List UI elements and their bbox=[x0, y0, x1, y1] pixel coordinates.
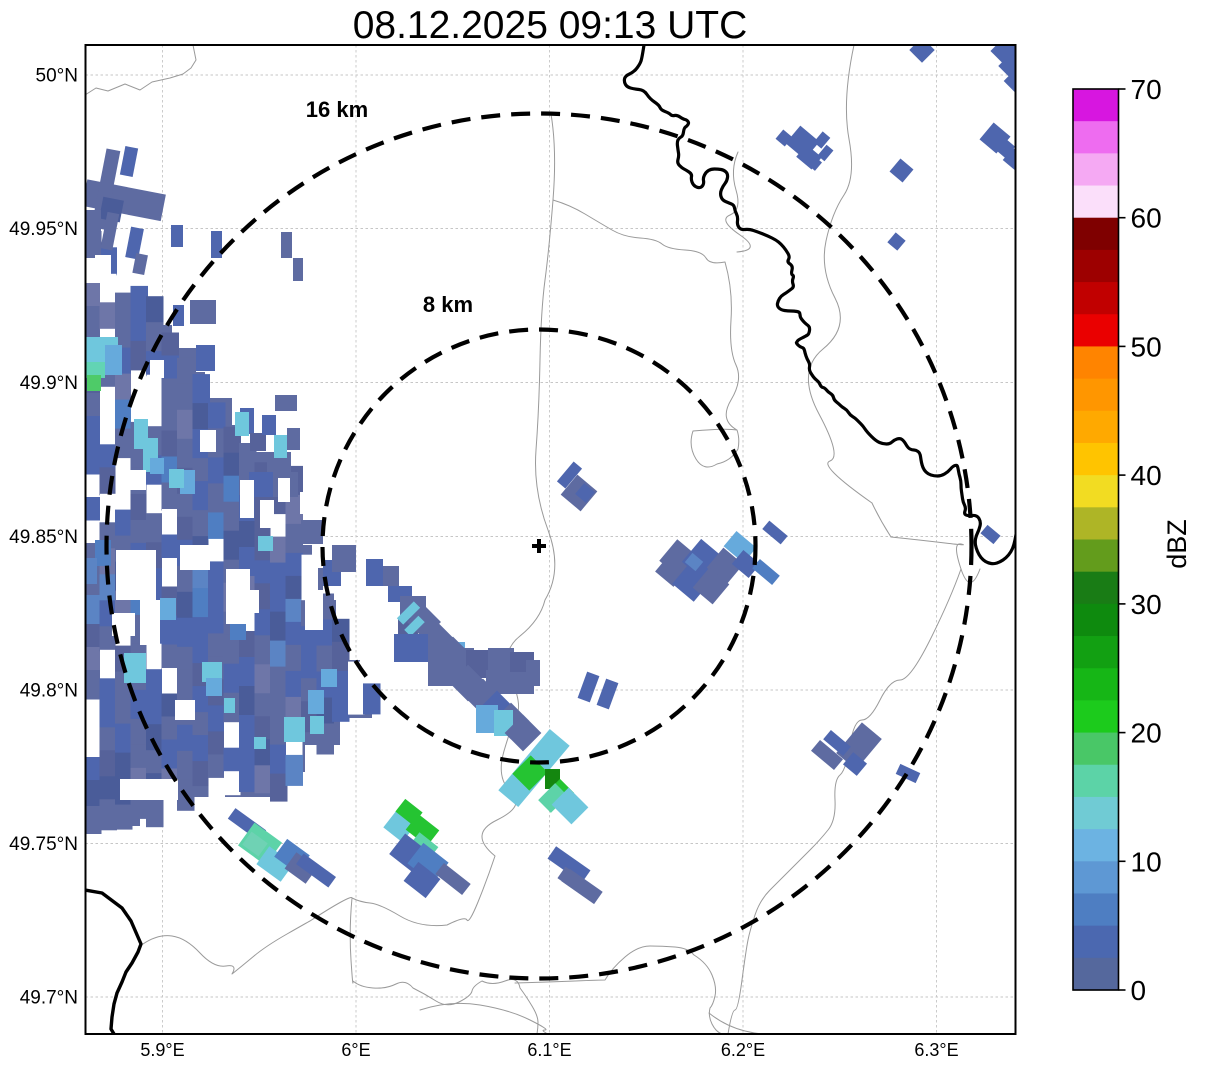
svg-text:40: 40 bbox=[1131, 460, 1162, 491]
svg-text:30: 30 bbox=[1131, 589, 1162, 620]
svg-text:6.1°E: 6.1°E bbox=[527, 1040, 571, 1060]
svg-text:49.85°N: 49.85°N bbox=[9, 527, 78, 548]
svg-text:49.8°N: 49.8°N bbox=[20, 681, 78, 702]
svg-text:70: 70 bbox=[1131, 74, 1162, 105]
svg-text:08.12.2025 09:13 UTC: 08.12.2025 09:13 UTC bbox=[353, 4, 748, 47]
svg-text:49.9°N: 49.9°N bbox=[20, 373, 78, 394]
svg-text:20: 20 bbox=[1131, 718, 1162, 749]
svg-text:8 km: 8 km bbox=[423, 292, 473, 317]
svg-text:0: 0 bbox=[1131, 975, 1147, 1006]
svg-text:6.3°E: 6.3°E bbox=[914, 1040, 958, 1060]
svg-text:60: 60 bbox=[1131, 203, 1162, 234]
svg-text:49.75°N: 49.75°N bbox=[9, 834, 78, 855]
svg-text:6.2°E: 6.2°E bbox=[721, 1040, 765, 1060]
svg-text:5.9°E: 5.9°E bbox=[140, 1040, 184, 1060]
svg-text:6°E: 6°E bbox=[341, 1040, 370, 1060]
svg-text:10: 10 bbox=[1131, 846, 1162, 877]
svg-text:49.7°N: 49.7°N bbox=[20, 988, 78, 1009]
svg-text:50: 50 bbox=[1131, 331, 1162, 362]
svg-text:49.95°N: 49.95°N bbox=[9, 219, 78, 240]
svg-text:dBZ: dBZ bbox=[1162, 519, 1192, 569]
svg-text:50°N: 50°N bbox=[36, 66, 78, 87]
svg-text:16 km: 16 km bbox=[306, 97, 368, 122]
